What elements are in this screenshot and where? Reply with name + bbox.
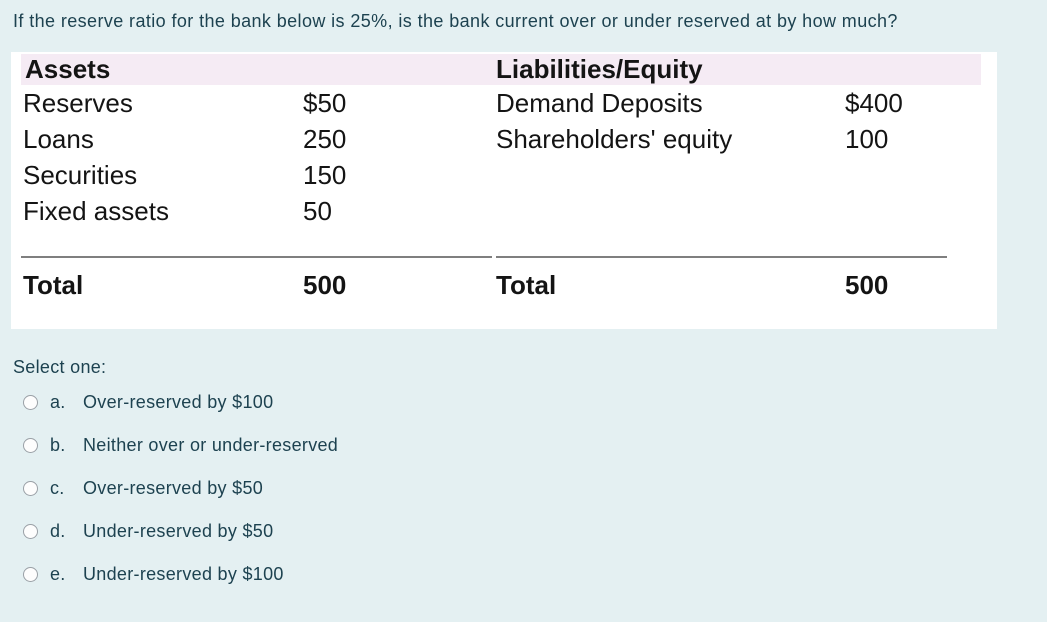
empty-cell xyxy=(496,193,845,229)
bottom-section-edge xyxy=(0,622,1047,637)
option-letter: a. xyxy=(50,392,66,412)
option-text[interactable]: Under-reserved by $100 xyxy=(83,564,284,584)
radio-button[interactable] xyxy=(23,481,38,496)
option-row-d[interactable]: d. Under-reserved by $50 xyxy=(0,510,338,553)
empty-cell xyxy=(845,157,981,193)
answer-options: a. Over-reserved by $100 b. Neither over… xyxy=(0,381,338,596)
option-text[interactable]: Over-reserved by $100 xyxy=(83,392,274,412)
option-letter: e. xyxy=(50,564,66,584)
option-letter: d. xyxy=(50,521,66,541)
option-text[interactable]: Over-reserved by $50 xyxy=(83,478,264,498)
asset-row-label: Fixed assets xyxy=(23,196,169,226)
assets-total-label: Total xyxy=(23,270,84,300)
radio-button[interactable] xyxy=(23,524,38,539)
empty-cell xyxy=(496,157,845,193)
asset-row-value: $50 xyxy=(303,88,347,118)
assets-total-value: 500 xyxy=(303,270,347,300)
asset-row-label: Reserves xyxy=(23,88,133,118)
question-text: If the reserve ratio for the bank below … xyxy=(13,11,898,31)
option-row-a[interactable]: a. Over-reserved by $100 xyxy=(0,381,338,424)
radio-button[interactable] xyxy=(23,567,38,582)
assets-total-divider xyxy=(21,229,492,258)
liabilities-total-label: Total xyxy=(496,270,557,300)
option-row-e[interactable]: e. Under-reserved by $100 xyxy=(0,553,338,596)
asset-row-label: Securities xyxy=(23,160,138,190)
assets-header: Assets xyxy=(21,54,496,85)
asset-row-value: 250 xyxy=(303,124,347,154)
option-row-b[interactable]: b. Neither over or under-reserved xyxy=(0,424,338,467)
option-text[interactable]: Neither over or under-reserved xyxy=(83,435,339,455)
asset-row-label: Loans xyxy=(23,124,94,154)
liabilities-equity-header: Liabilities/Equity xyxy=(496,54,981,85)
liability-row-value: $400 xyxy=(845,88,903,118)
option-letter: b. xyxy=(50,435,66,455)
option-letter: c. xyxy=(50,478,65,498)
liabilities-total-divider xyxy=(496,229,947,258)
balance-sheet-table: Assets Liabilities/Equity Reserves $50 D… xyxy=(21,54,997,312)
liability-row-value: 100 xyxy=(845,124,889,154)
radio-button[interactable] xyxy=(23,395,38,410)
radio-button[interactable] xyxy=(23,438,38,453)
option-row-c[interactable]: c. Over-reserved by $50 xyxy=(0,467,338,510)
empty-cell xyxy=(845,193,981,229)
asset-row-value: 150 xyxy=(303,160,347,190)
asset-row-value: 50 xyxy=(303,196,332,226)
liability-row-label: Shareholders' equity xyxy=(496,124,733,154)
liabilities-total-value: 500 xyxy=(845,270,889,300)
balance-sheet-panel: Assets Liabilities/Equity Reserves $50 D… xyxy=(11,52,997,329)
liability-row-label: Demand Deposits xyxy=(496,88,703,118)
option-text[interactable]: Under-reserved by $50 xyxy=(83,521,274,541)
select-one-label: Select one: xyxy=(13,357,107,377)
